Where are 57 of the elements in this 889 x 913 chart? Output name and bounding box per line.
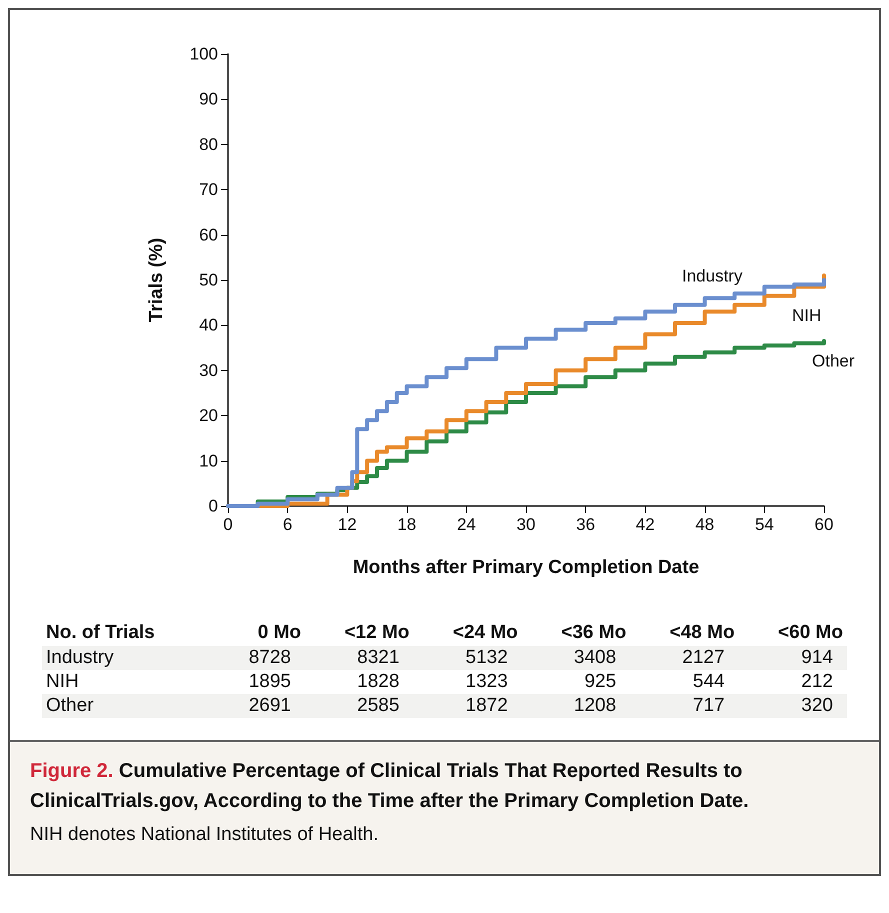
- series-label: NIH: [792, 306, 822, 325]
- y-axis-title: Trials (%): [146, 238, 167, 322]
- y-tick-label: 20: [199, 406, 218, 426]
- x-tick-label: 54: [754, 515, 774, 534]
- x-axis-title: Months after Primary Completion Date: [352, 557, 700, 578]
- x-tick-label: 6: [282, 515, 292, 534]
- data-label: 320: [800, 694, 834, 718]
- text: NIH: [46, 671, 79, 692]
- data-label: 2127: [681, 646, 726, 670]
- y-tick-label: 30: [199, 360, 218, 380]
- data-label: 3408: [572, 646, 618, 670]
- x-tick-label: 48: [695, 515, 714, 534]
- x-tick-label: 0: [223, 515, 233, 534]
- data-label: 1895: [248, 670, 292, 694]
- y-tick-label: 90: [199, 90, 218, 109]
- data-label: 1872: [464, 694, 509, 718]
- data-label: 544: [692, 670, 726, 694]
- series-label: Industry: [46, 647, 114, 668]
- category-label: <48 Mo: [668, 621, 736, 645]
- data-label: 1208: [572, 694, 618, 718]
- data-label: 212: [800, 670, 834, 694]
- x-tick-label: 12: [338, 515, 357, 534]
- data-label: 1323: [464, 670, 509, 694]
- y-tick-label: 0: [208, 496, 218, 516]
- data-label: 2691: [248, 694, 292, 718]
- x-tick-label: 18: [397, 515, 416, 534]
- x-tick-label: 60: [814, 515, 834, 534]
- series-label: Industry: [682, 266, 743, 286]
- x-tick-label: 24: [456, 515, 476, 534]
- x-tick-label: 36: [576, 515, 596, 534]
- series-label: Other: [46, 695, 94, 716]
- data-label: 914: [800, 646, 834, 670]
- data-label: 5132: [464, 646, 509, 670]
- data-label: 1828: [356, 670, 400, 694]
- y-tick-label: 10: [199, 451, 218, 470]
- x-tick-label: 30: [516, 515, 536, 534]
- data-label: 8728: [248, 646, 292, 670]
- y-tick-label: 40: [199, 316, 218, 335]
- x-tick-label: 42: [636, 515, 655, 534]
- y-tick-label: 70: [199, 180, 218, 200]
- data-label: 925: [583, 670, 618, 694]
- y-tick-label: 60: [199, 225, 218, 244]
- category-label: <36 Mo: [560, 621, 628, 645]
- y-tick-label: 50: [199, 270, 218, 290]
- series-label: Other: [812, 352, 855, 371]
- text: No. of Trials: [45, 621, 156, 645]
- text: Figure 2. Cumulative Percentage of Clinical Trials That Reported Results to ClinicalTrials.gov, According to the Time after the Primary Completion Date.: [30, 759, 750, 814]
- category-label: <24 Mo: [452, 621, 519, 645]
- category-label: <60 Mo: [777, 621, 844, 645]
- text: NIH denotes National Institutes of Health.: [30, 824, 380, 846]
- y-tick-label: 100: [190, 44, 218, 64]
- category-label: 0 Mo: [256, 621, 302, 645]
- y-tick-label: 80: [199, 134, 218, 154]
- data-label: 2585: [356, 694, 400, 718]
- data-label: 717: [692, 694, 726, 718]
- data-label: 8321: [356, 646, 400, 670]
- category-label: <12 Mo: [343, 621, 410, 645]
